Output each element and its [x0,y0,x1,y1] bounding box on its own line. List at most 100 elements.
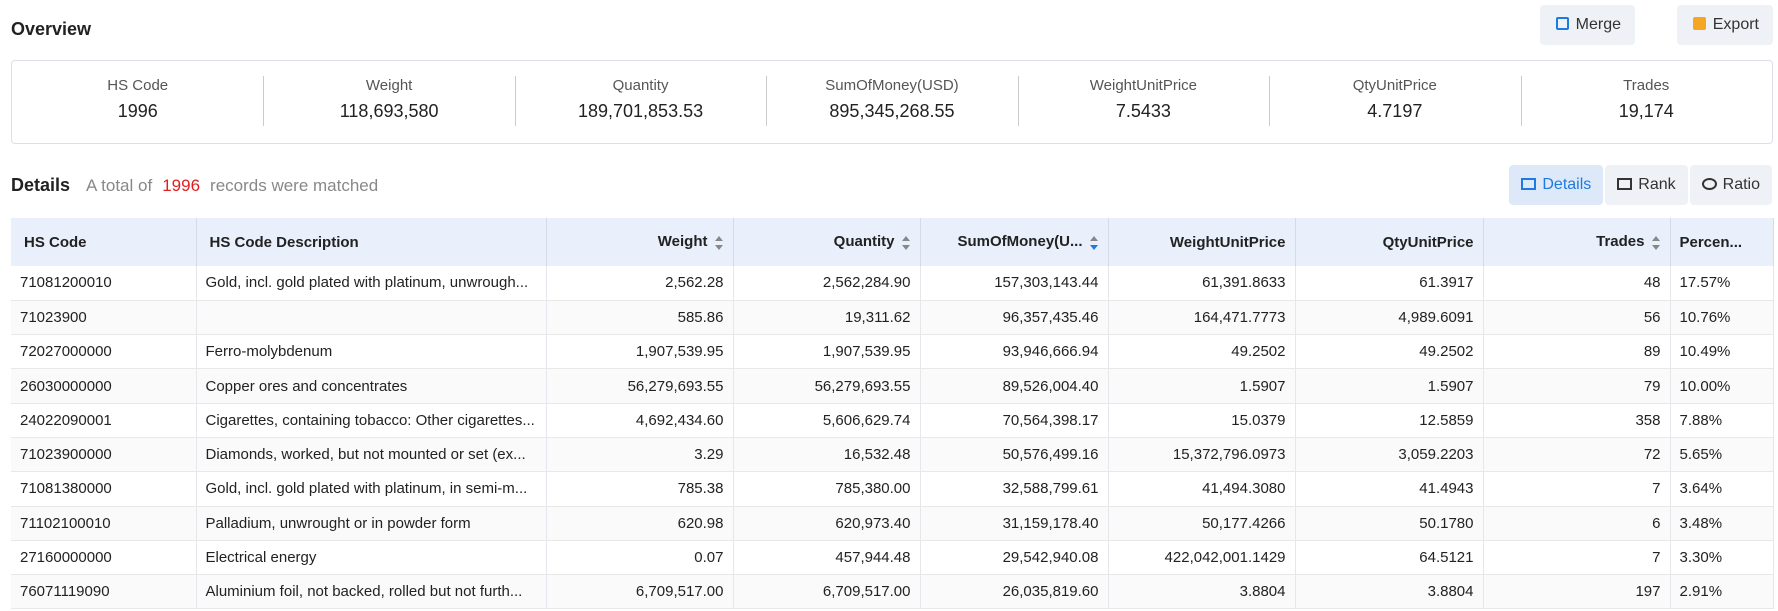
table-cell: Electrical energy [196,540,547,576]
column-header: QtyUnitPrice [1295,218,1484,266]
table-cell: 5,606,629.74 [733,403,921,438]
table-cell: Diamonds, worked, but not mounted or set… [196,437,547,473]
summary-item: SumOfMoney(USD) 895,345,268.55 [766,61,1017,143]
table-body: 71081200010 Gold, incl. gold plated with … [11,266,1774,610]
table-cell: 79 [1483,368,1671,404]
summary-value: 118,693,580 [339,101,439,121]
table-cell: 1.5907 [1295,368,1484,404]
table-cell: 71081380000 [11,471,197,507]
summary-panel: HS Code 1996 Weight 118,693,580 Quantity 189,… [11,60,1773,144]
table-row: 26030000000 Copper ores and concentrates 5… [11,368,1774,404]
header-row: HS Code HS Code Description Weight Quantity… [11,218,1774,266]
table-cell: Cigarettes, containing tobacco: Other ci… [196,403,547,438]
sort-icon[interactable] [1651,235,1661,251]
table-cell: 89 [1483,334,1671,370]
column-title: Quantity [833,233,895,251]
view-tabs: Details Rank Ratio [1509,165,1772,205]
view-tab[interactable]: Details [1509,165,1604,205]
table-cell: 3.8804 [1295,574,1484,610]
summary-item: QtyUnitPrice 4.7197 [1269,61,1520,143]
table-cell: 71023900 [11,300,197,336]
table-cell: 620,973.40 [733,506,921,541]
table-row: 76071119090 Aluminium foil, not backed, r… [11,574,1774,610]
summary-label: HS Code [107,77,169,94]
summary-label: Trades [1623,77,1670,94]
details-line: Details A total of 1996 records were matche… [11,175,378,196]
table-cell: 61.3917 [1295,266,1484,301]
table-cell: 0.07 [546,540,734,576]
sort-icon[interactable] [1089,235,1099,251]
table-cell [196,300,547,336]
column-header[interactable]: SumOfMoney(U... [920,218,1109,266]
table-cell: 4,989.6091 [1295,300,1484,336]
table-cell: 71081200010 [11,266,197,301]
table-cell: 164,471.7773 [1108,300,1296,336]
table-cell: 49.2502 [1295,334,1484,370]
table-cell: 6 [1483,506,1671,541]
table-cell: 56,279,693.55 [546,368,734,404]
table-row: 71023900000 Diamonds, worked, but not mou… [11,437,1774,473]
table-cell: 49.2502 [1108,334,1296,370]
column-title: Percen... [1679,233,1743,251]
table-cell: 17.57% [1670,266,1774,301]
view-tab[interactable]: Ratio [1689,165,1772,205]
table-cell: 6,709,517.00 [546,574,734,610]
export-label: Export [1712,16,1759,33]
summary-value: 189,701,853.53 [577,101,704,121]
table-cell: Copper ores and concentrates [196,368,547,404]
table-cell: 4,692,434.60 [546,403,734,438]
column-title: WeightUnitPrice [1169,233,1286,251]
table-cell: 32,588,799.61 [920,471,1109,507]
table-cell: 96,357,435.46 [920,300,1109,336]
details-title: Details [11,175,71,195]
table-cell: 15,372,796.0973 [1108,437,1296,473]
table-cell: 620.98 [546,506,734,541]
table-cell: 16,532.48 [733,437,921,473]
overview-title: Overview [11,19,92,39]
table-cell: 1,907,539.95 [546,334,734,370]
table-cell: 50,576,499.16 [920,437,1109,473]
table-cell: 585.86 [546,300,734,336]
table-cell: 72027000000 [11,334,197,370]
table-cell: 41,494.3080 [1108,471,1296,507]
summary-value: 7.5433 [1115,101,1171,121]
column-header[interactable]: Weight [546,218,734,266]
summary-item: Quantity 189,701,853.53 [514,61,766,143]
table-cell: Gold, incl. gold plated with platinum, i… [196,471,547,507]
table-row: 27160000000 Electrical energy 0.07 457,944.… [11,540,1774,576]
summary-label: WeightUnitPrice [1089,77,1198,94]
table-cell: 56 [1483,300,1671,336]
summary-item: Weight 118,693,580 [263,61,514,143]
table-cell: 12.5859 [1295,403,1484,438]
sort-icon[interactable] [714,235,724,251]
table-cell: 157,303,143.44 [920,266,1109,301]
table-cell: 457,944.48 [733,540,921,576]
view-tab[interactable]: Rank [1605,165,1688,205]
merge-button[interactable]: Merge [1539,5,1635,45]
table-row: 71081380000 Gold, incl. gold plated with … [11,471,1774,507]
column-title: QtyUnitPrice [1382,233,1474,251]
column-title: Trades [1596,233,1645,251]
table-cell: 1.5907 [1108,368,1296,404]
merge-label: Merge [1575,16,1621,33]
table-cell: Gold, incl. gold plated with platinum, u… [196,266,547,301]
table-cell: 2,562,284.90 [733,266,921,301]
column-header[interactable]: Quantity [733,218,921,266]
sort-icon[interactable] [901,235,911,251]
table-row: 71081200010 Gold, incl. gold plated with … [11,266,1774,301]
column-header[interactable]: Trades [1483,218,1671,266]
table-row: 24022090001 Cigarettes, containing tobacc… [11,403,1774,438]
tab-label: Rank [1638,176,1676,193]
table-cell: Ferro-molybdenum [196,334,547,370]
details-suffix: records were matched [210,176,379,195]
column-title: Weight [657,233,708,251]
export-button[interactable]: Export [1676,5,1773,45]
table-cell: 71102100010 [11,506,197,541]
table-cell: Aluminium foil, not backed, rolled but n… [196,574,547,610]
table-cell: 64.5121 [1295,540,1484,576]
table-cell: 89,526,004.40 [920,368,1109,404]
table-cell: 56,279,693.55 [733,368,921,404]
table-cell: 50,177.4266 [1108,506,1296,541]
table-cell: 61,391.8633 [1108,266,1296,301]
